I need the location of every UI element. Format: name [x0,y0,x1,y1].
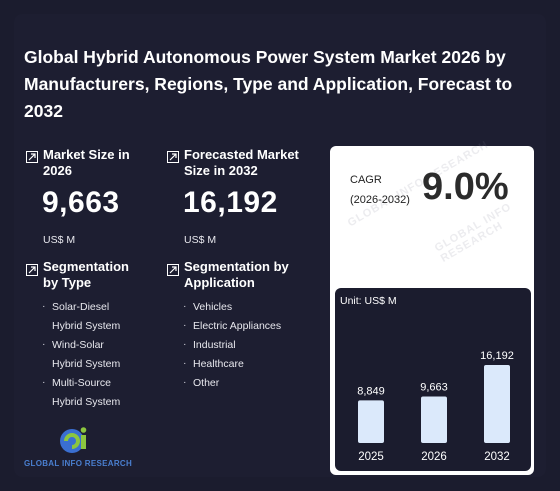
forecast-size-unit: US$ M [184,234,217,246]
segmentation-type-item: Wind-Solar [42,335,120,355]
segmentation-type-label: Segmentation by Type [43,259,129,290]
cagr-label: CAGR (2026-2032) [350,170,410,210]
bar-2026 [421,396,447,443]
market-size-value: 9,663 [42,186,120,219]
segmentation-application-item: Vehicles [183,297,281,317]
segmentation-application-item: Electric Appliances [183,316,281,336]
cagr-title: CAGR [350,174,382,186]
bar-value-label: 8,849 [357,385,385,397]
cagr-value: 9.0% [422,166,509,208]
logo-text: GLOBAL INFO RESEARCH [24,459,133,468]
trend-up-icon [167,264,179,276]
market-size-label: Market Size in 2026 [43,147,130,178]
segmentation-application-item: Other [183,373,281,393]
forecast-size-label: Forecasted Market Size in 2032 [184,147,299,178]
cagr-period: (2026-2032) [350,194,410,206]
market-size-unit: US$ M [43,234,76,246]
segmentation-type-item: Solar-Diesel [42,297,120,317]
segmentation-type-item: Multi-Source [42,373,120,393]
x-tick-label: 2026 [421,451,447,463]
trend-up-icon [26,151,38,163]
segmentation-application-item: Industrial [183,335,281,355]
bar-2025 [358,400,384,443]
segmentation-type-item: Hybrid System [52,396,121,408]
page-title: Global Hybrid Autonomous Power System Ma… [24,47,513,121]
bar-value-label: 9,663 [420,381,448,393]
x-tick-label: 2032 [484,451,510,463]
global-info-research-logo [60,427,87,453]
trend-up-icon [167,151,179,163]
segmentation-type-item: Hybrid System [52,358,121,370]
segmentation-application-list: VehiclesElectric AppliancesIndustrialHea… [183,297,281,393]
segmentation-type-list: Solar-Diesel Hybrid System Wind-Solar Hybri… [42,297,121,412]
chart-unit-label: Unit: US$ M [340,295,397,307]
segmentation-application-label: Segmentation by Application [184,259,289,290]
bar-2032 [484,365,510,443]
bar-value-label: 16,192 [480,350,514,362]
segmentation-type-item: Hybrid System [52,320,121,332]
x-tick-label: 2025 [358,451,384,463]
trend-up-icon [26,264,38,276]
bar-chart: 8,849 2025 9,663 2026 16,192 2032 [357,350,514,463]
segmentation-application-item: Healthcare [183,354,281,374]
forecast-size-value: 16,192 [183,186,278,219]
